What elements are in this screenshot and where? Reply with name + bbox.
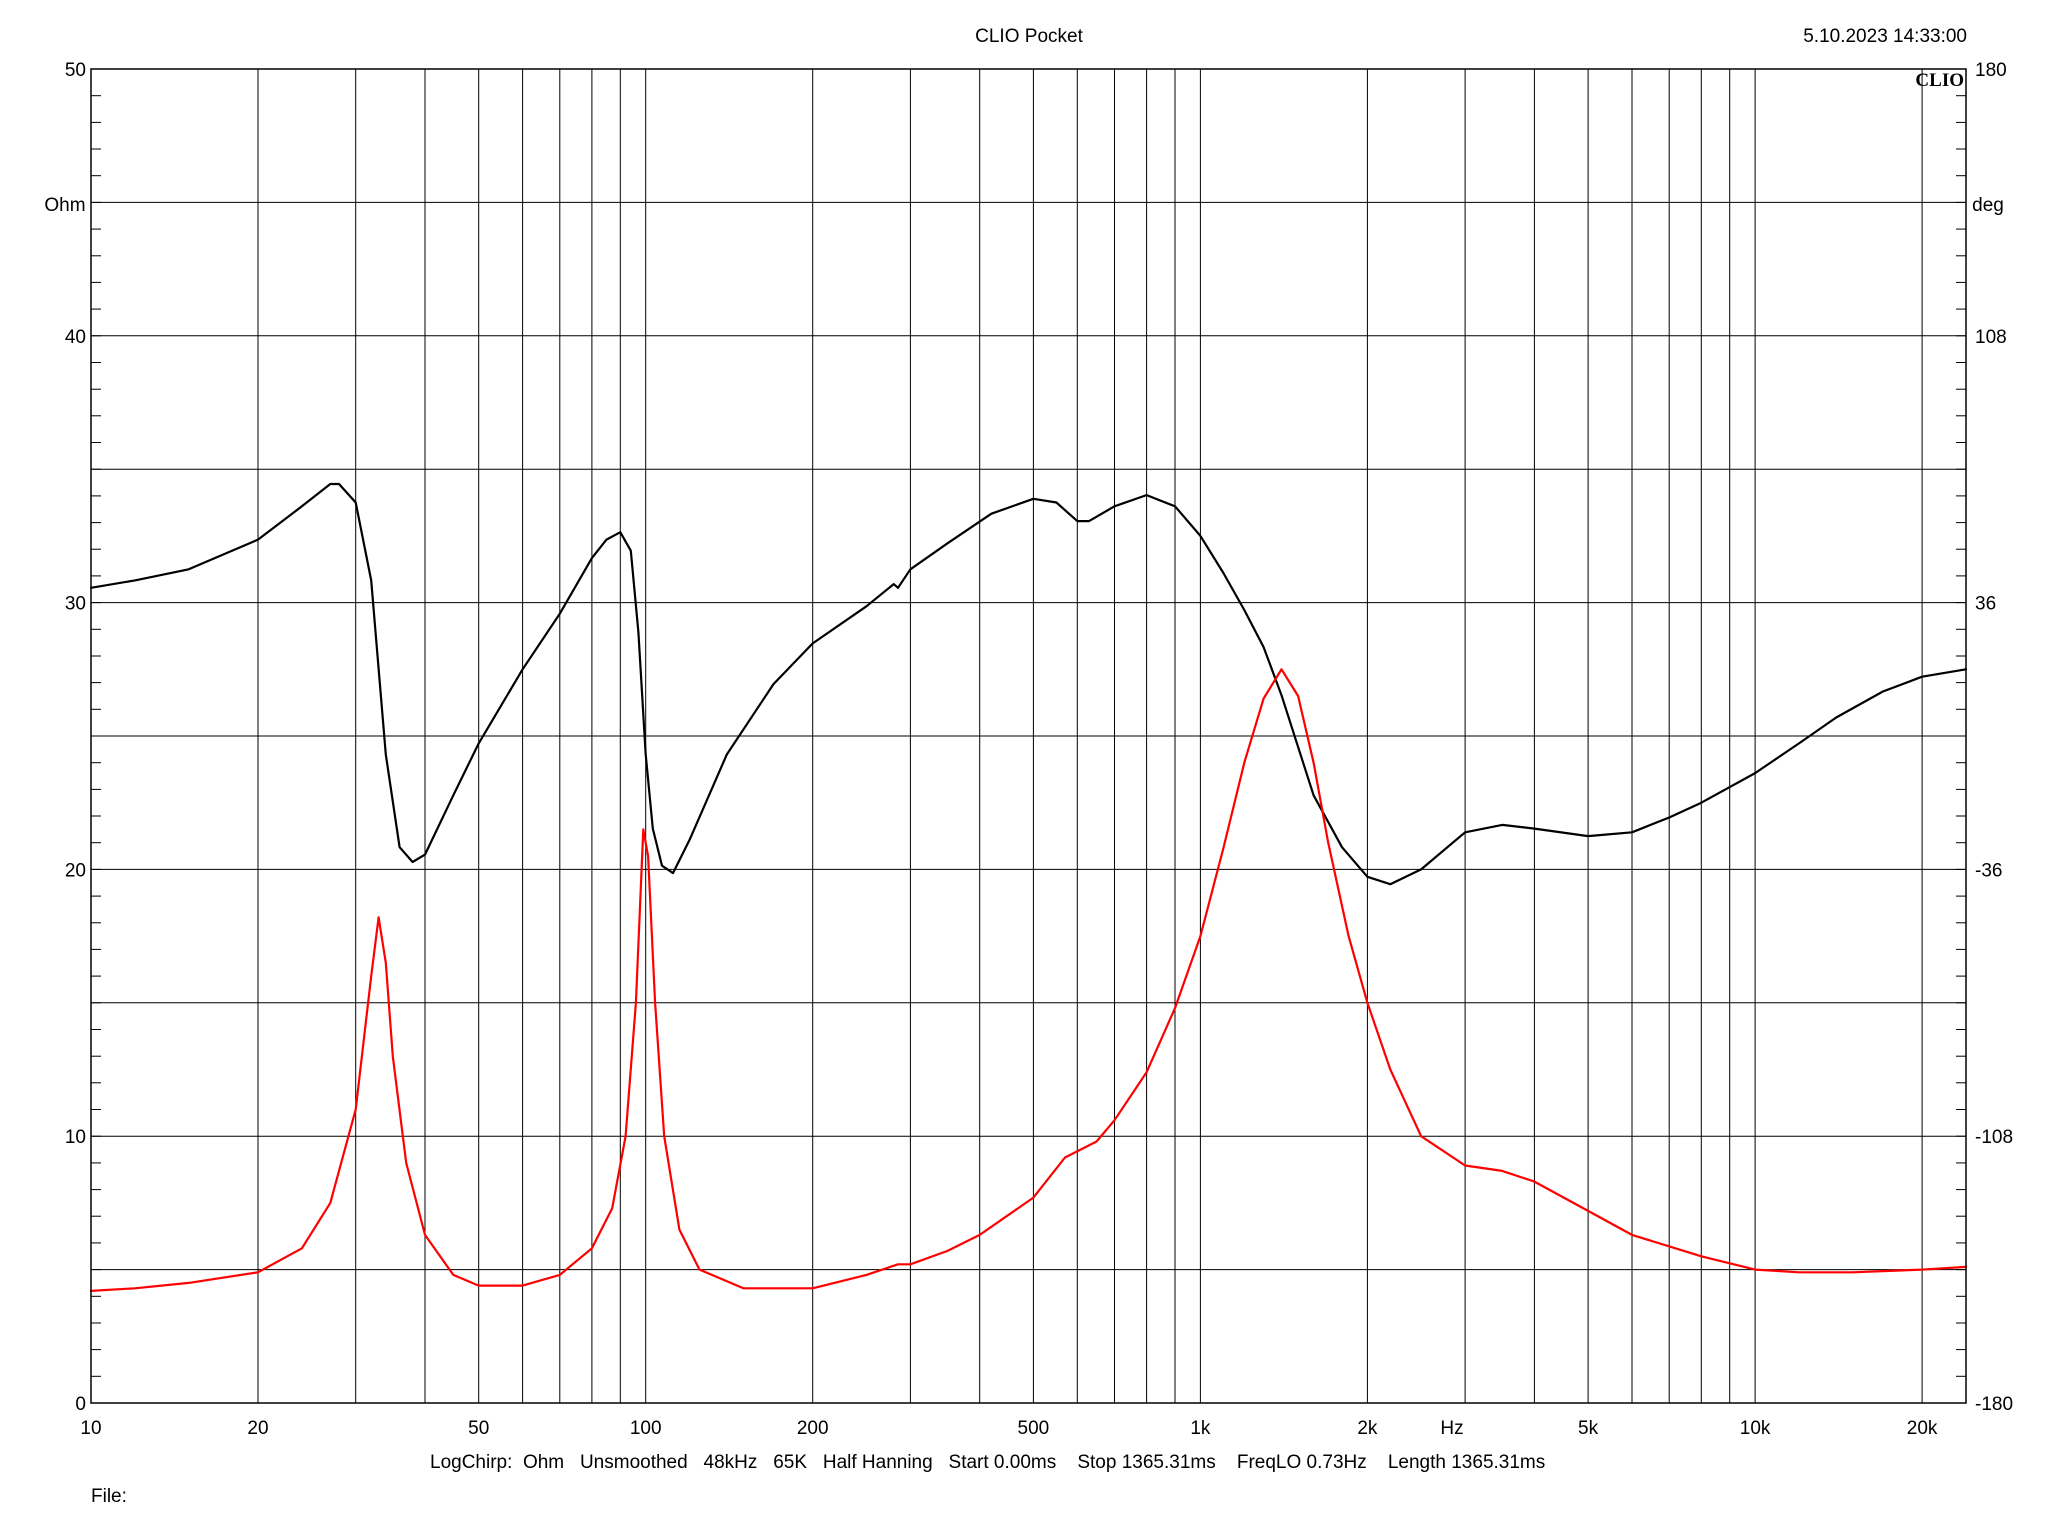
y-right-tick-label: -108 <box>1975 1127 2013 1148</box>
y-right-tick-label: 108 <box>1975 327 2007 348</box>
tick-labels: 10 20 50 100 200 500 1k 2k 5k 10k 20k 0 10 20 30 40 50 -1… <box>65 60 2013 1439</box>
x-tick-label: 500 <box>1018 1418 1050 1439</box>
y-right-tick-label: -36 <box>1975 860 2002 881</box>
x-tick-label: 1k <box>1190 1418 1211 1439</box>
x-tick-label: 2k <box>1357 1418 1378 1439</box>
y-right-tick-label: 180 <box>1975 60 2007 81</box>
x-tick-label: 10 <box>80 1418 101 1439</box>
y-right-tick-label: 36 <box>1975 594 1996 615</box>
x-tick-label: 50 <box>468 1418 489 1439</box>
measurement-settings: LogChirp: Ohm Unsmoothed 48kHz 65K Half … <box>430 1452 1545 1473</box>
y-left-tick-label: 10 <box>65 1127 86 1148</box>
file-label: File: <box>91 1486 127 1507</box>
x-unit-label: Hz <box>1440 1418 1463 1439</box>
x-tick-label: 10k <box>1740 1418 1771 1439</box>
brand-logo: CLIO <box>1915 70 1964 91</box>
y-left-tick-label: 50 <box>65 60 86 81</box>
x-tick-label: 100 <box>630 1418 662 1439</box>
y-left-unit-label: Ohm <box>44 195 85 216</box>
y-left-tick-label: 40 <box>65 327 86 348</box>
timestamp: 5.10.2023 14:33:00 <box>1803 26 1967 47</box>
y-right-unit-label: deg <box>1972 195 2004 216</box>
x-tick-label: 20k <box>1907 1418 1938 1439</box>
x-tick-label: 20 <box>247 1418 268 1439</box>
x-tick-label: 200 <box>797 1418 829 1439</box>
grid <box>91 69 1966 1403</box>
chart-title: CLIO Pocket <box>975 26 1083 47</box>
y-left-tick-label: 20 <box>65 860 86 881</box>
plot-frame <box>90 68 1967 1404</box>
y-right-tick-label: -180 <box>1975 1394 2013 1415</box>
series-layer <box>89 482 1968 1293</box>
phase-curve <box>89 482 1968 886</box>
y-left-tick-label: 30 <box>65 594 86 615</box>
y-left-tick-label: 0 <box>75 1394 86 1415</box>
x-tick-label: 5k <box>1578 1418 1599 1439</box>
impedance-curve <box>89 668 1968 1293</box>
